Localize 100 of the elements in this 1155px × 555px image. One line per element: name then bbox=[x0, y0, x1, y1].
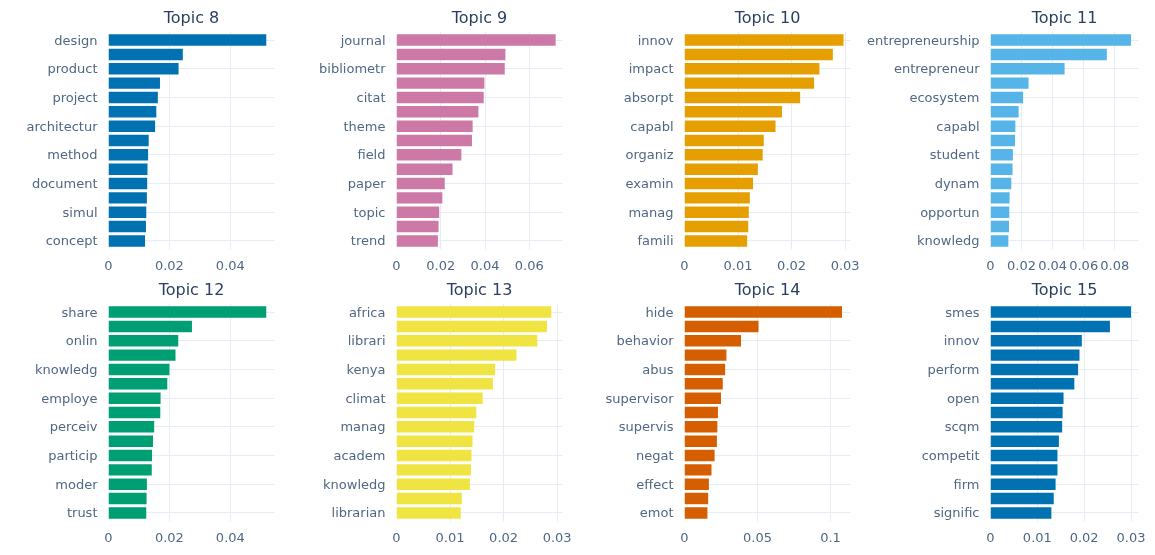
x-tick-label: 0.06 bbox=[1069, 257, 1099, 273]
x-tick-label: 0.04 bbox=[470, 257, 500, 273]
y-tick-label: method bbox=[47, 147, 98, 163]
y-tick-label: climat bbox=[345, 390, 386, 406]
y-tick-label: hide bbox=[645, 304, 674, 320]
y-tick-label: firm bbox=[953, 476, 980, 492]
x-tick-label: 0.03 bbox=[542, 529, 572, 545]
y-tick-label: manag bbox=[340, 419, 386, 435]
y-tick-label: organiz bbox=[625, 147, 674, 163]
x-tick-label: 0.03 bbox=[1116, 529, 1146, 545]
y-tick-label: concept bbox=[45, 233, 98, 249]
x-tick-label: 0 bbox=[392, 529, 401, 545]
y-tick-label: smes bbox=[945, 304, 980, 320]
chart-title: Topic 15 bbox=[1030, 279, 1098, 299]
chart-title: Topic 10 bbox=[733, 7, 801, 27]
y-tick-label: project bbox=[52, 89, 98, 105]
y-tick-label: effect bbox=[636, 476, 674, 492]
x-tick-label: 0.04 bbox=[215, 529, 245, 545]
y-tick-label: field bbox=[357, 147, 386, 163]
chart-title: Topic 8 bbox=[162, 7, 220, 27]
chart-title: Topic 13 bbox=[445, 279, 513, 299]
y-tick-label: absorpt bbox=[623, 89, 674, 105]
y-tick-label: africa bbox=[348, 304, 386, 320]
y-tick-label: entrepreneurship bbox=[867, 32, 980, 48]
x-tick-label: 0.02 bbox=[154, 529, 184, 545]
y-tick-label: manag bbox=[628, 204, 674, 220]
y-tick-label: knowledg bbox=[323, 476, 386, 492]
x-tick-label: 0 bbox=[392, 257, 401, 273]
x-tick-label: 0.05 bbox=[743, 529, 772, 545]
y-tick-label: onlin bbox=[65, 333, 98, 349]
y-tick-label: trend bbox=[350, 233, 386, 249]
y-tick-label: product bbox=[47, 61, 98, 77]
y-tick-label: open bbox=[947, 390, 980, 406]
y-tick-label: examin bbox=[625, 176, 674, 192]
x-tick-label: 0 bbox=[986, 529, 995, 545]
y-tick-label: journal bbox=[339, 32, 386, 48]
y-tick-label: capabl bbox=[630, 118, 674, 134]
x-tick-label: 0.02 bbox=[1069, 529, 1099, 545]
y-tick-label: librari bbox=[347, 333, 386, 349]
y-tick-label: perceiv bbox=[49, 419, 98, 435]
y-tick-label: knowledg bbox=[917, 233, 980, 249]
x-tick-label: 0.02 bbox=[489, 529, 519, 545]
y-tick-label: supervis bbox=[618, 419, 674, 435]
y-tick-label: design bbox=[54, 32, 98, 48]
x-tick-label: 0.04 bbox=[215, 257, 245, 273]
y-tick-label: dynam bbox=[934, 176, 980, 192]
y-tick-label: paper bbox=[347, 176, 387, 192]
y-tick-label: knowledg bbox=[35, 361, 98, 377]
y-tick-label: famili bbox=[637, 233, 674, 249]
y-tick-label: entrepreneur bbox=[893, 61, 981, 77]
y-tick-label: signific bbox=[933, 505, 980, 521]
y-tick-label: competit bbox=[921, 448, 980, 464]
y-tick-label: academ bbox=[333, 448, 386, 464]
chart-title: Topic 12 bbox=[157, 279, 225, 299]
y-tick-label: theme bbox=[343, 118, 386, 134]
chart-title: Topic 11 bbox=[1030, 7, 1098, 27]
x-tick-label: 0 bbox=[680, 529, 689, 545]
y-tick-label: simul bbox=[62, 204, 98, 220]
x-tick-label: 0.02 bbox=[777, 257, 807, 273]
x-tick-label: 0 bbox=[104, 257, 113, 273]
x-tick-label: 0.02 bbox=[426, 257, 456, 273]
x-tick-label: 0.01 bbox=[723, 257, 753, 273]
chart-title: Topic 14 bbox=[733, 279, 801, 299]
y-tick-label: topic bbox=[353, 204, 386, 220]
x-tick-label: 0 bbox=[104, 529, 113, 545]
x-tick-label: 0.01 bbox=[435, 529, 465, 545]
x-tick-label: 0 bbox=[986, 257, 995, 273]
y-tick-label: kenya bbox=[346, 361, 386, 377]
x-tick-label: 0.1 bbox=[820, 529, 841, 545]
y-tick-label: particip bbox=[48, 448, 98, 464]
y-tick-label: bibliometr bbox=[319, 61, 387, 77]
y-tick-label: student bbox=[929, 147, 980, 163]
y-tick-label: share bbox=[61, 304, 98, 320]
y-tick-label: opportun bbox=[920, 204, 980, 220]
y-tick-label: impact bbox=[628, 61, 674, 77]
x-tick-label: 0.02 bbox=[154, 257, 184, 273]
y-tick-label: emot bbox=[639, 505, 674, 521]
y-tick-label: trust bbox=[66, 505, 98, 521]
x-tick-label: 0.02 bbox=[1007, 257, 1037, 273]
y-tick-label: capabl bbox=[936, 118, 980, 134]
x-tick-label: 0.06 bbox=[514, 257, 544, 273]
y-tick-label: innov bbox=[943, 333, 980, 349]
y-tick-label: moder bbox=[55, 476, 99, 492]
y-tick-label: scqm bbox=[944, 419, 980, 435]
chart-title: Topic 9 bbox=[450, 7, 508, 27]
y-tick-label: document bbox=[31, 176, 98, 192]
x-tick-label: 0 bbox=[680, 257, 689, 273]
y-tick-label: architectur bbox=[26, 118, 99, 134]
y-tick-label: perform bbox=[927, 361, 980, 377]
y-tick-label: innov bbox=[637, 32, 674, 48]
y-tick-label: citat bbox=[356, 89, 386, 105]
x-tick-label: 0.04 bbox=[1038, 257, 1068, 273]
y-tick-label: supervisor bbox=[605, 390, 675, 406]
x-tick-label: 0.03 bbox=[830, 257, 860, 273]
x-tick-label: 0.08 bbox=[1100, 257, 1130, 273]
y-tick-label: abus bbox=[642, 361, 674, 377]
x-tick-label: 0.01 bbox=[1022, 529, 1052, 545]
y-tick-label: librarian bbox=[331, 505, 386, 521]
y-tick-label: negat bbox=[635, 448, 674, 464]
y-tick-label: behavior bbox=[616, 333, 675, 349]
